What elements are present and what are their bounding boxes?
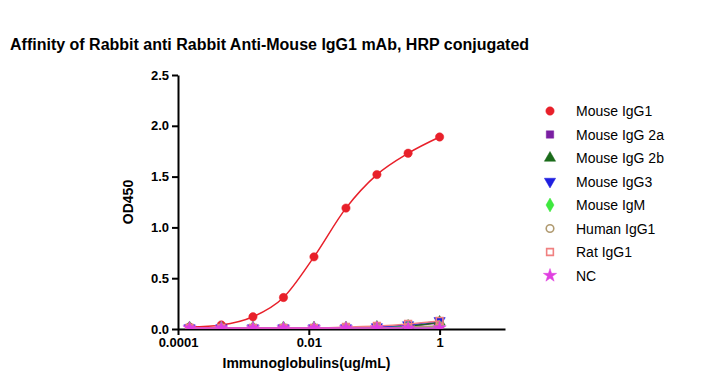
- data-point: [279, 293, 287, 301]
- data-point: [370, 321, 383, 329]
- x-tick: 0.01: [297, 329, 322, 350]
- y-tick-label: 2.5: [151, 68, 169, 83]
- legend-marker: [546, 198, 554, 212]
- x-tick-label: 0.0001: [159, 335, 199, 350]
- data-point: [433, 321, 446, 329]
- y-tick-mark: [172, 125, 178, 127]
- y-tick: 0.0: [151, 322, 178, 337]
- y-tick-label: 0.0: [151, 322, 169, 337]
- y-tick-mark: [172, 329, 178, 331]
- data-point: [215, 321, 228, 329]
- legend-label: Rat IgG1: [576, 244, 632, 260]
- data-point: [404, 149, 412, 157]
- legend-marker: [544, 151, 555, 161]
- x-tick-label: 1: [436, 335, 443, 350]
- y-tick: 1.5: [151, 169, 178, 184]
- data-point: [249, 313, 257, 321]
- chart: Affinity of Rabbit anti Rabbit Anti-Mous…: [0, 0, 702, 380]
- legend-label: NC: [576, 268, 596, 284]
- x-tick-mark: [439, 329, 441, 335]
- data-point: [246, 321, 259, 329]
- x-tick: 1: [436, 329, 443, 350]
- y-tick-label: 1.0: [151, 220, 169, 235]
- y-tick-mark: [172, 75, 178, 77]
- legend-marker: [544, 178, 555, 188]
- y-tick: 2.5: [151, 68, 178, 83]
- legend-label: Mouse IgG 2b: [576, 150, 664, 166]
- y-tick: 2.0: [151, 118, 178, 133]
- x-tick-label: 0.01: [297, 335, 322, 350]
- series-line: [190, 137, 440, 327]
- legend-label: Mouse IgM: [576, 197, 645, 213]
- data-point: [342, 204, 350, 212]
- legend-marker: [546, 131, 553, 138]
- y-tick: 1.0: [151, 220, 178, 235]
- legend: Mouse IgG1 Mouse IgG 2a Mouse IgG 2b Mouse …: [543, 103, 664, 284]
- series: [184, 318, 445, 329]
- y-tick-label: 0.5: [151, 271, 169, 286]
- legend-label: Mouse IgG1: [576, 103, 652, 119]
- series: [186, 320, 444, 329]
- data-point: [183, 321, 196, 329]
- x-axis: 0.0001 0.01 1: [159, 329, 506, 350]
- y-tick-mark: [172, 227, 178, 229]
- x-tick-mark: [308, 329, 310, 335]
- legend-marker: [546, 225, 554, 233]
- data-point: [401, 321, 414, 329]
- data-point: [310, 253, 318, 261]
- x-axis-title: Immunoglobulins(ug/mL): [223, 355, 391, 371]
- data-point: [339, 321, 352, 329]
- y-tick-mark: [172, 278, 178, 280]
- data-point: [277, 321, 290, 329]
- legend-marker: [543, 269, 556, 282]
- title: Affinity of Rabbit anti Rabbit Anti-Mous…: [10, 36, 529, 53]
- legend-label: Mouse IgG3: [576, 174, 652, 190]
- legend-marker: [547, 249, 554, 256]
- legend-label: Mouse IgG 2a: [576, 127, 664, 143]
- y-tick: 0.5: [151, 271, 178, 286]
- y-tick-label: 2.0: [151, 118, 169, 133]
- series: [185, 133, 443, 329]
- y-axis-line: [178, 76, 180, 330]
- plot-area: [183, 133, 446, 329]
- series: [183, 321, 446, 329]
- data-point: [435, 133, 443, 141]
- y-tick-mark: [172, 176, 178, 178]
- legend-marker: [546, 107, 554, 115]
- legend-label: Human IgG1: [576, 221, 656, 237]
- data-point: [307, 321, 320, 329]
- y-tick-label: 1.5: [151, 169, 169, 184]
- data-point: [373, 170, 381, 178]
- y-axis-title: OD450: [120, 180, 136, 225]
- y-axis: 0.0 0.5 1.0 1.5 2.0 2.5: [151, 68, 179, 337]
